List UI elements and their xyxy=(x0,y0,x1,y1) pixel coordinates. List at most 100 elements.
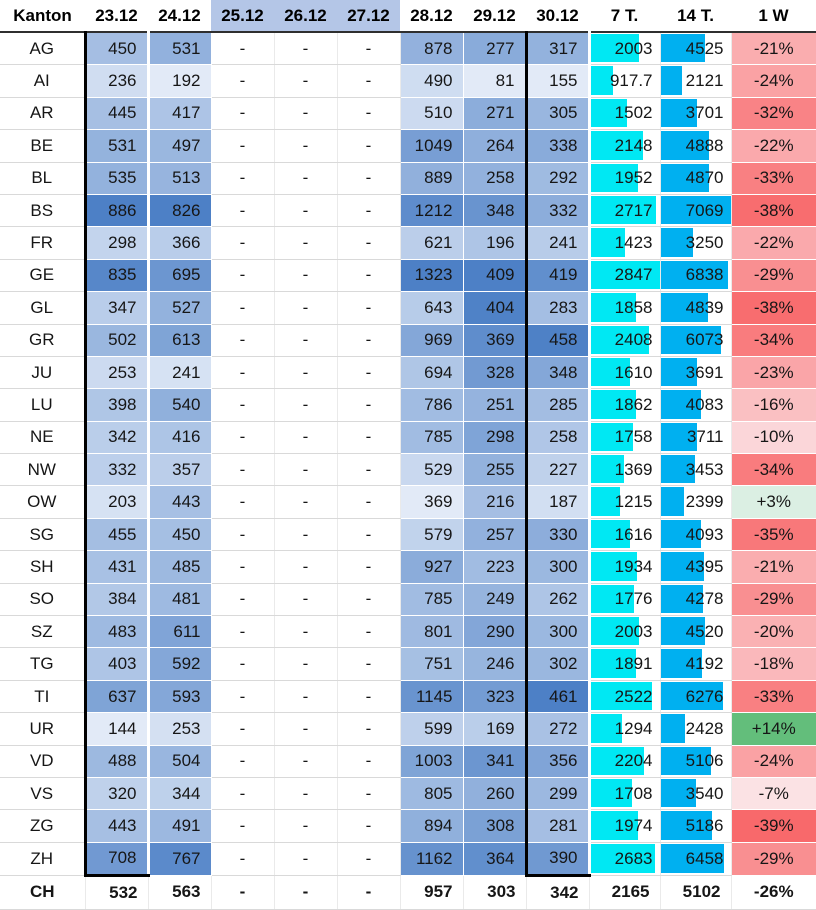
cell-ne-27-12[interactable]: - xyxy=(337,421,401,455)
cell-zg-26-12[interactable]: - xyxy=(274,809,338,843)
cell-ai-25-12[interactable]: - xyxy=(211,64,275,98)
cell-be-28-12[interactable]: 1049 xyxy=(400,129,464,163)
cell-ur-26-12[interactable]: - xyxy=(274,712,338,746)
cell-vs-14-t[interactable]: 3540 xyxy=(660,777,732,811)
cell-ti-30-12[interactable]: 461 xyxy=(524,680,591,714)
cell-ar-14-t[interactable]: 3701 xyxy=(660,97,732,131)
cell-zg-7-t[interactable]: 1974 xyxy=(589,809,661,843)
cell-ch-30-12[interactable]: 342 xyxy=(526,875,590,910)
cell-ai-30-12[interactable]: 155 xyxy=(524,64,591,98)
cell-ar-30-12[interactable]: 305 xyxy=(524,97,591,131)
cell-bs-23-12[interactable]: 886 xyxy=(83,194,150,228)
cell-ag-14-t[interactable]: 4525 xyxy=(660,32,732,66)
cell-gr-26-12[interactable]: - xyxy=(274,324,338,357)
cell-gr-1-w[interactable]: -34% xyxy=(731,324,816,357)
cell-sh-29-12[interactable]: 223 xyxy=(463,550,527,584)
cell-ag-28-12[interactable]: 878 xyxy=(400,32,464,66)
cell-ur-25-12[interactable]: - xyxy=(211,712,275,746)
cell-ju-28-12[interactable]: 694 xyxy=(400,356,464,390)
cell-sg-7-t[interactable]: 1616 xyxy=(589,518,661,552)
cell-vs-24-12[interactable]: 344 xyxy=(148,777,212,811)
cell-sz-23-12[interactable]: 483 xyxy=(83,615,150,649)
cell-ne-14-t[interactable]: 3711 xyxy=(660,421,732,455)
cell-be-29-12[interactable]: 264 xyxy=(463,129,527,163)
cell-fr-30-12[interactable]: 241 xyxy=(524,226,591,260)
cell-nw-30-12[interactable]: 227 xyxy=(524,453,591,487)
cell-zh-27-12[interactable]: - xyxy=(337,842,401,877)
cell-fr-23-12[interactable]: 298 xyxy=(83,226,150,260)
canton-label-bl[interactable]: BL xyxy=(0,162,86,195)
cell-ai-27-12[interactable]: - xyxy=(337,64,401,98)
cell-ai-23-12[interactable]: 236 xyxy=(83,64,150,98)
cell-fr-14-t[interactable]: 3250 xyxy=(660,226,732,260)
canton-label-so[interactable]: SO xyxy=(0,583,86,617)
canton-label-fr[interactable]: FR xyxy=(0,226,86,260)
canton-label-ti[interactable]: TI xyxy=(0,680,86,714)
cell-ge-29-12[interactable]: 409 xyxy=(463,259,527,293)
cell-be-23-12[interactable]: 531 xyxy=(83,129,150,163)
cell-sz-7-t[interactable]: 2003 xyxy=(589,615,661,649)
cell-lu-28-12[interactable]: 786 xyxy=(400,388,464,422)
cell-ow-25-12[interactable]: - xyxy=(211,485,275,519)
cell-ge-30-12[interactable]: 419 xyxy=(524,259,591,293)
cell-zh-7-t[interactable]: 2683 xyxy=(589,842,661,877)
cell-zh-23-12[interactable]: 708 xyxy=(83,842,150,878)
cell-ju-26-12[interactable]: - xyxy=(274,356,338,390)
cell-be-25-12[interactable]: - xyxy=(211,129,275,163)
cell-ar-28-12[interactable]: 510 xyxy=(400,97,464,131)
canton-label-bs[interactable]: BS xyxy=(0,194,86,228)
header-29-12[interactable]: 29.12 xyxy=(463,0,526,33)
cell-bs-24-12[interactable]: 826 xyxy=(148,194,212,228)
cell-ur-27-12[interactable]: - xyxy=(337,712,401,746)
cell-nw-14-t[interactable]: 3453 xyxy=(660,453,732,487)
cell-sz-14-t[interactable]: 4520 xyxy=(660,615,732,649)
cell-ne-25-12[interactable]: - xyxy=(211,421,275,455)
cell-vs-26-12[interactable]: - xyxy=(274,777,338,811)
cell-zg-23-12[interactable]: 443 xyxy=(83,809,150,843)
cell-sh-27-12[interactable]: - xyxy=(337,550,401,584)
cell-ch-29-12[interactable]: 303 xyxy=(463,875,527,910)
cell-vs-30-12[interactable]: 299 xyxy=(524,777,591,811)
cell-vs-29-12[interactable]: 260 xyxy=(463,777,527,811)
cell-sg-27-12[interactable]: - xyxy=(337,518,401,552)
cell-ow-23-12[interactable]: 203 xyxy=(83,485,150,519)
cell-ti-7-t[interactable]: 2522 xyxy=(589,680,661,714)
cell-ch-26-12[interactable]: - xyxy=(274,875,338,910)
cell-ai-14-t[interactable]: 2121 xyxy=(660,64,732,98)
cell-sh-7-t[interactable]: 1934 xyxy=(589,550,661,584)
cell-gl-26-12[interactable]: - xyxy=(274,291,338,325)
cell-sz-24-12[interactable]: 611 xyxy=(148,615,212,649)
cell-ar-7-t[interactable]: 1502 xyxy=(589,97,661,131)
cell-ge-7-t[interactable]: 2847 xyxy=(589,259,661,293)
cell-vd-27-12[interactable]: - xyxy=(337,745,401,778)
cell-ar-24-12[interactable]: 417 xyxy=(148,97,212,131)
cell-vd-29-12[interactable]: 341 xyxy=(463,745,527,778)
cell-fr-7-t[interactable]: 1423 xyxy=(589,226,661,260)
cell-sg-25-12[interactable]: - xyxy=(211,518,275,552)
cell-gl-14-t[interactable]: 4839 xyxy=(660,291,732,325)
cell-ne-29-12[interactable]: 298 xyxy=(463,421,527,455)
cell-zg-25-12[interactable]: - xyxy=(211,809,275,843)
cell-gl-7-t[interactable]: 1858 xyxy=(589,291,661,325)
cell-ne-30-12[interactable]: 258 xyxy=(524,421,591,455)
cell-sh-25-12[interactable]: - xyxy=(211,550,275,584)
header-24-12[interactable]: 24.12 xyxy=(148,0,211,33)
cell-ur-24-12[interactable]: 253 xyxy=(148,712,212,746)
cell-zg-14-t[interactable]: 5186 xyxy=(660,809,732,843)
cell-sz-30-12[interactable]: 300 xyxy=(524,615,591,649)
cell-zh-29-12[interactable]: 364 xyxy=(463,842,527,877)
cell-ne-26-12[interactable]: - xyxy=(274,421,338,455)
cell-so-1-w[interactable]: -29% xyxy=(731,583,816,617)
cell-ar-25-12[interactable]: - xyxy=(211,97,275,131)
cell-ch-25-12[interactable]: - xyxy=(211,875,275,910)
cell-vd-28-12[interactable]: 1003 xyxy=(400,745,464,778)
cell-gr-23-12[interactable]: 502 xyxy=(83,324,150,357)
cell-gr-14-t[interactable]: 6073 xyxy=(660,324,732,357)
canton-label-gl[interactable]: GL xyxy=(0,291,86,325)
cell-ow-29-12[interactable]: 216 xyxy=(463,485,527,519)
cell-so-26-12[interactable]: - xyxy=(274,583,338,617)
cell-zh-28-12[interactable]: 1162 xyxy=(400,842,464,877)
cell-zh-24-12[interactable]: 767 xyxy=(148,842,212,877)
cell-sg-29-12[interactable]: 257 xyxy=(463,518,527,552)
cell-sz-25-12[interactable]: - xyxy=(211,615,275,649)
